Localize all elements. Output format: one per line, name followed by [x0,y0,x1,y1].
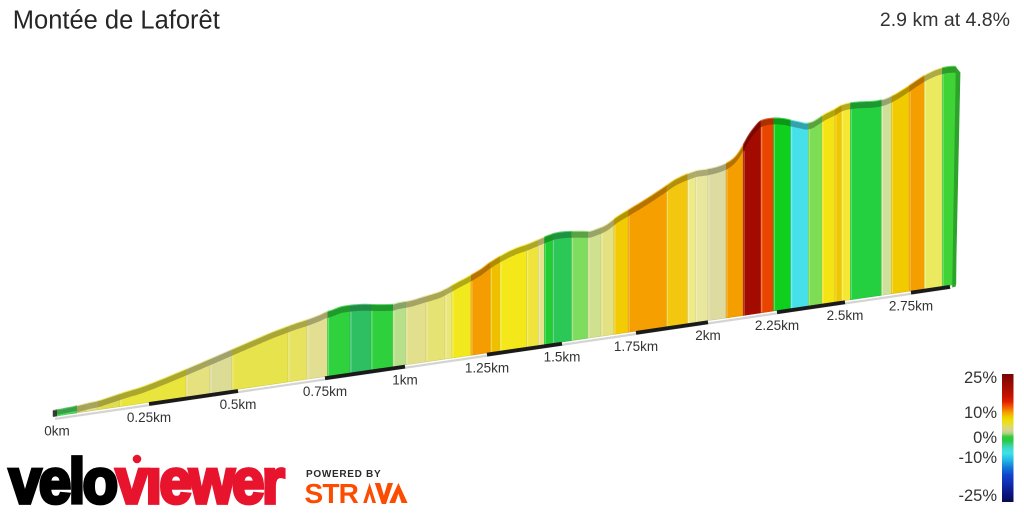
svg-text:0km: 0km [44,423,70,438]
svg-text:2.75km: 2.75km [889,299,933,314]
svg-text:2.5km: 2.5km [827,308,864,323]
svg-text:1km: 1km [392,373,418,388]
svg-text:25%: 25% [964,369,997,387]
svg-text:1.75km: 1.75km [614,339,658,354]
svg-text:0%: 0% [973,429,997,447]
svg-text:10%: 10% [964,404,997,422]
svg-text:-25%: -25% [958,487,997,505]
svg-text:velovıewer: velovıewer [9,446,284,512]
svg-text:1.5km: 1.5km [544,350,581,365]
svg-text:1.25km: 1.25km [465,361,509,376]
svg-text:STR: STR [305,478,359,509]
svg-text:POWERED BY: POWERED BY [306,469,381,480]
svg-text:2.9 km at 4.8%: 2.9 km at 4.8% [880,9,1010,31]
svg-text:0.25km: 0.25km [127,410,171,425]
svg-text:-10%: -10% [958,449,997,467]
svg-text:2km: 2km [695,328,721,343]
svg-text:0.5km: 0.5km [220,397,257,412]
svg-text:0.75km: 0.75km [303,384,347,399]
svg-text:Montée de Laforêt: Montée de Laforêt [13,6,220,34]
svg-text:2.25km: 2.25km [755,318,799,333]
